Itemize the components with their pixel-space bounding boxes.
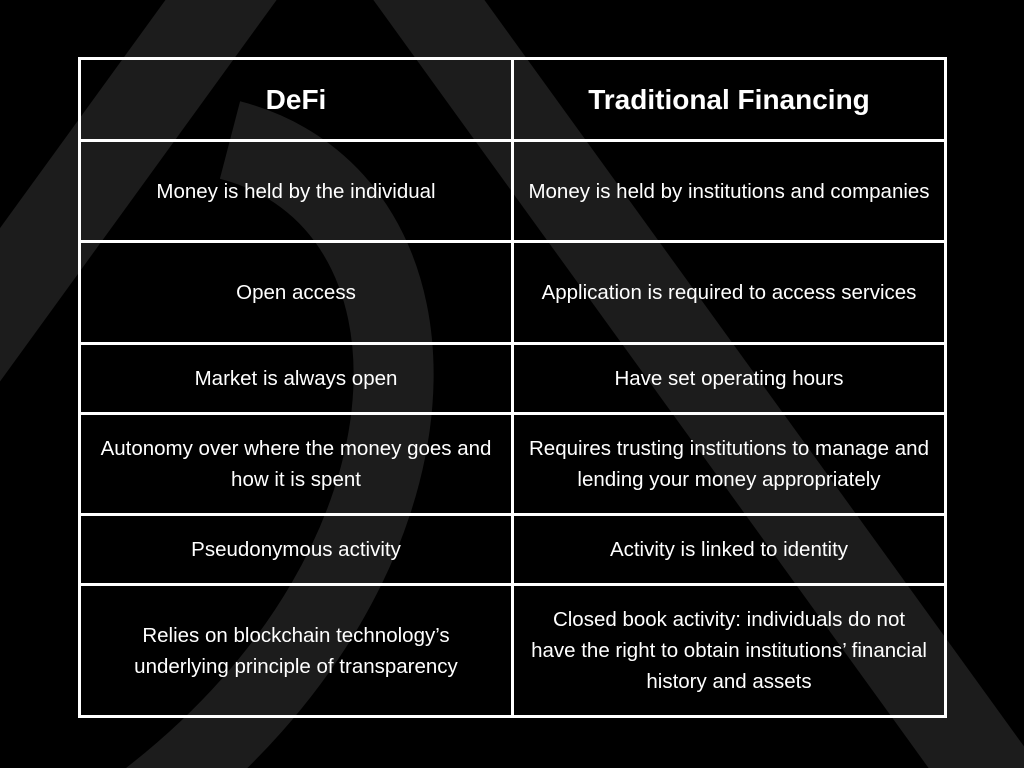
traditional-cell: Activity is linked to identity [511,513,947,586]
traditional-cell: Requires trusting institutions to manage… [511,412,947,516]
defi-cell: Relies on blockchain technology’s underl… [78,583,514,718]
header-defi: DeFi [78,57,514,142]
defi-cell: Market is always open [78,342,514,415]
traditional-cell: Have set operating hours [511,342,947,415]
traditional-cell: Money is held by institutions and compan… [511,139,947,243]
traditional-cell: Application is required to access servic… [511,240,947,345]
comparison-table: DeFi Traditional Financing Money is held… [78,57,947,718]
table-row: Market is always open Have set operating… [78,342,947,415]
defi-cell: Pseudonymous activity [78,513,514,586]
header-traditional-financing: Traditional Financing [511,57,947,142]
traditional-cell: Closed book activity: individuals do not… [511,583,947,718]
table-row: Pseudonymous activity Activity is linked… [78,513,947,586]
defi-cell: Autonomy over where the money goes and h… [78,412,514,516]
table-header-row: DeFi Traditional Financing [78,57,947,142]
defi-cell: Open access [78,240,514,345]
table-row: Autonomy over where the money goes and h… [78,412,947,516]
table-row: Money is held by the individual Money is… [78,139,947,243]
table-row: Open access Application is required to a… [78,240,947,345]
table-row: Relies on blockchain technology’s underl… [78,583,947,718]
defi-cell: Money is held by the individual [78,139,514,243]
